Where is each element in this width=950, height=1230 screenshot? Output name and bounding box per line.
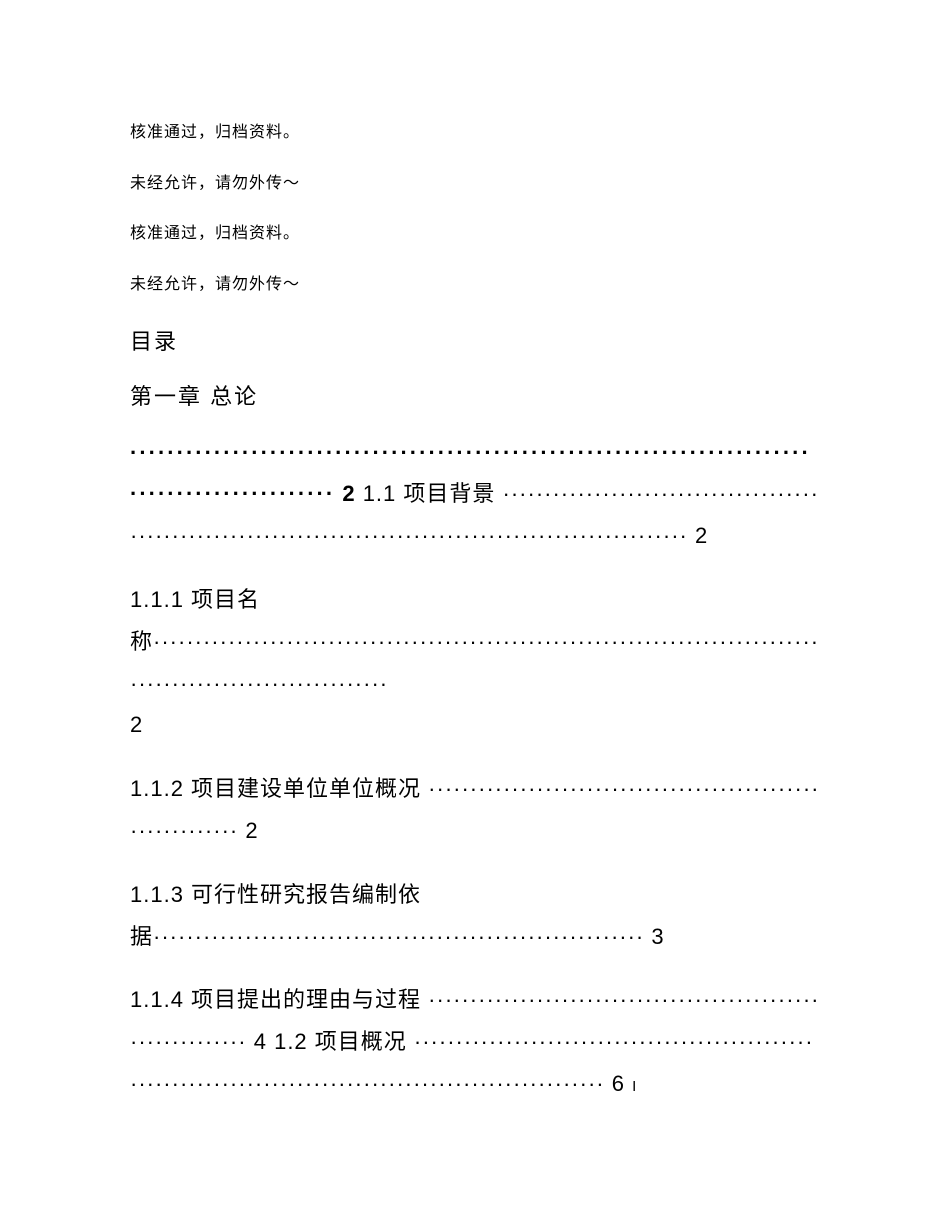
page-number: 2: [695, 523, 708, 548]
toc-entry-1-1-1: 1.1.1 项目名称······························…: [130, 579, 820, 746]
page-number: 4: [254, 1029, 267, 1054]
section-1-2-label: 1.2 项目概况: [274, 1029, 407, 1054]
item-label: 1.1.2 项目建设单位单位概况: [130, 776, 421, 801]
toc-dots: ········································…: [130, 629, 819, 696]
page-number: 3: [651, 924, 664, 949]
toc-entry-chapter-1: ········································…: [130, 432, 820, 557]
page-number: 2: [342, 481, 355, 506]
item-label: 1.1.3 可行性研究报告编制依: [130, 882, 421, 907]
page-number: 6: [612, 1071, 625, 1096]
notice-line-4: 未经允许，请勿外传～: [130, 272, 820, 298]
document-page: 核准通过，归档资料。 未经允许，请勿外传～ 核准通过，归档资料。 未经允许，请勿…: [0, 0, 950, 1187]
toc-dots: ·············: [214, 481, 335, 506]
item-label: 1.1.1 项目名: [130, 587, 260, 612]
item-label: 1.1.4 项目提出的理由与过程: [130, 987, 421, 1012]
toc-heading: 目录: [130, 322, 820, 362]
notice-line-3: 核准通过，归档资料。: [130, 221, 820, 247]
notice-line-1: 核准通过，归档资料。: [130, 120, 820, 146]
roman-numeral: I: [632, 1078, 637, 1095]
page-number: 2: [245, 818, 258, 843]
chapter-1-title: 第一章 总论: [130, 377, 820, 417]
page-number: 2: [130, 712, 143, 737]
toc-dots: ········································…: [153, 924, 644, 949]
item-suffix: 据: [130, 924, 153, 949]
notice-line-2: 未经允许，请勿外传～: [130, 171, 820, 197]
section-1-1-label: 1.1 项目背景: [363, 481, 496, 506]
toc-entry-1-1-3: 1.1.3 可行性研究报告编制依据·······················…: [130, 874, 820, 958]
item-suffix: 称: [130, 629, 153, 654]
toc-entry-1-1-4: 1.1.4 项目提出的理由与过程 ·······················…: [130, 979, 820, 1104]
toc-entry-1-1-2: 1.1.2 项目建设单位单位概况 ·······················…: [130, 768, 820, 852]
